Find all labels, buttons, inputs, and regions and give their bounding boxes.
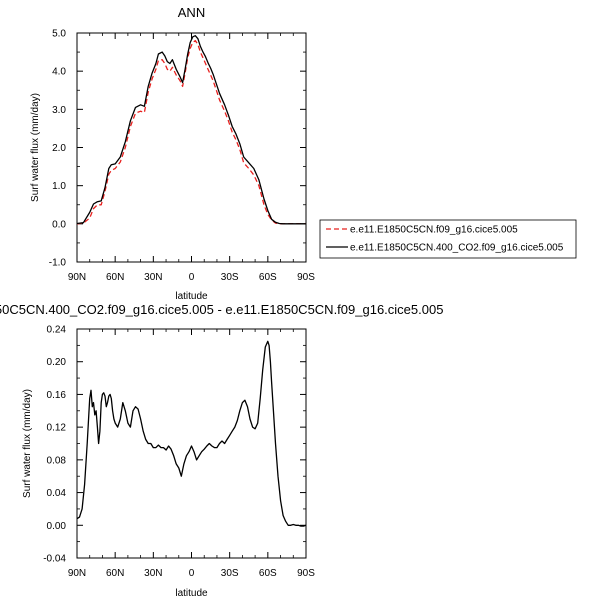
x-tick-label: 0	[189, 568, 195, 579]
bottom-ticks: 90N 60N 30N 0 30S 60S 90S -0.04 0.00 0.04 0.08 0.12…	[43, 325, 315, 580]
legend-box	[319, 219, 577, 259]
top-panel: ANN 90N 60N 30N 0 30S 60S 90S -1.0 0.0 1.0 2.0 3.0 4…	[30, 5, 315, 302]
y-tick-label: 2.0	[52, 143, 66, 154]
y-tick-label: 0.16	[47, 390, 67, 401]
series-line-0	[76, 340, 307, 527]
x-tick-label: 90N	[68, 272, 86, 283]
x-tick-label: 90S	[297, 272, 315, 283]
top-series-group	[76, 35, 306, 225]
top-x-axis-label: latitude	[175, 291, 208, 302]
bottom-plot-frame	[76, 328, 307, 559]
x-tick-label: 60S	[259, 272, 277, 283]
y-tick-label: 5.0	[52, 29, 66, 40]
x-tick-label: 60S	[259, 568, 277, 579]
x-tick-label: 60N	[106, 568, 124, 579]
x-tick-label: 0	[189, 272, 195, 283]
y-tick-label: 0.20	[47, 357, 67, 368]
x-tick-label: 60N	[106, 272, 124, 283]
series-line-0	[76, 39, 306, 225]
top-y-axis-label: Surf water flux (mm/day)	[30, 93, 41, 202]
x-tick-label: 30N	[144, 568, 162, 579]
x-tick-label: 30S	[221, 272, 239, 283]
y-tick-label: 0.08	[47, 455, 67, 466]
bottom-panel: e.e11.E1850C5CN.400_CO2.f09_g16.cice5.00…	[0, 302, 443, 599]
x-tick-label: 30N	[144, 272, 162, 283]
legend-entry-co2: e.e11.E1850C5CN.400_CO2.f09_g16.cice5.00…	[350, 243, 564, 254]
y-tick-label: 0.00	[47, 521, 67, 532]
x-tick-label: 90N	[68, 568, 86, 579]
bottom-chart-title: e.e11.E1850C5CN.400_CO2.f09_g16.cice5.00…	[0, 302, 443, 317]
y-tick-label: 0.0	[52, 219, 66, 230]
y-tick-label: 1.0	[52, 181, 66, 192]
bottom-y-axis-label: Surf water flux (mm/day)	[22, 389, 33, 498]
top-ticks: 90N 60N 30N 0 30S 60S 90S -1.0 0.0 1.0 2.0 3.0 4.0 5.…	[49, 29, 315, 284]
legend: e.e11.E1850C5CN.f09_g16.cice5.005 e.e11.…	[319, 219, 577, 259]
y-tick-label: 0.12	[47, 423, 67, 434]
legend-entry-control: e.e11.E1850C5CN.f09_g16.cice5.005	[350, 225, 518, 236]
bottom-x-axis-label: latitude	[175, 588, 208, 599]
top-plot-frame	[76, 32, 307, 263]
x-tick-label: 90S	[297, 568, 315, 579]
y-tick-label: -1.0	[49, 258, 67, 269]
y-tick-label: 0.24	[47, 325, 67, 336]
y-tick-label: -0.04	[43, 554, 66, 565]
y-tick-label: 3.0	[52, 105, 66, 116]
x-tick-label: 30S	[221, 568, 239, 579]
series-line-1	[76, 35, 306, 225]
top-chart-title: ANN	[178, 5, 205, 20]
bottom-series-group	[76, 340, 307, 527]
y-tick-label: 0.04	[47, 488, 67, 499]
y-tick-label: 4.0	[52, 67, 66, 78]
